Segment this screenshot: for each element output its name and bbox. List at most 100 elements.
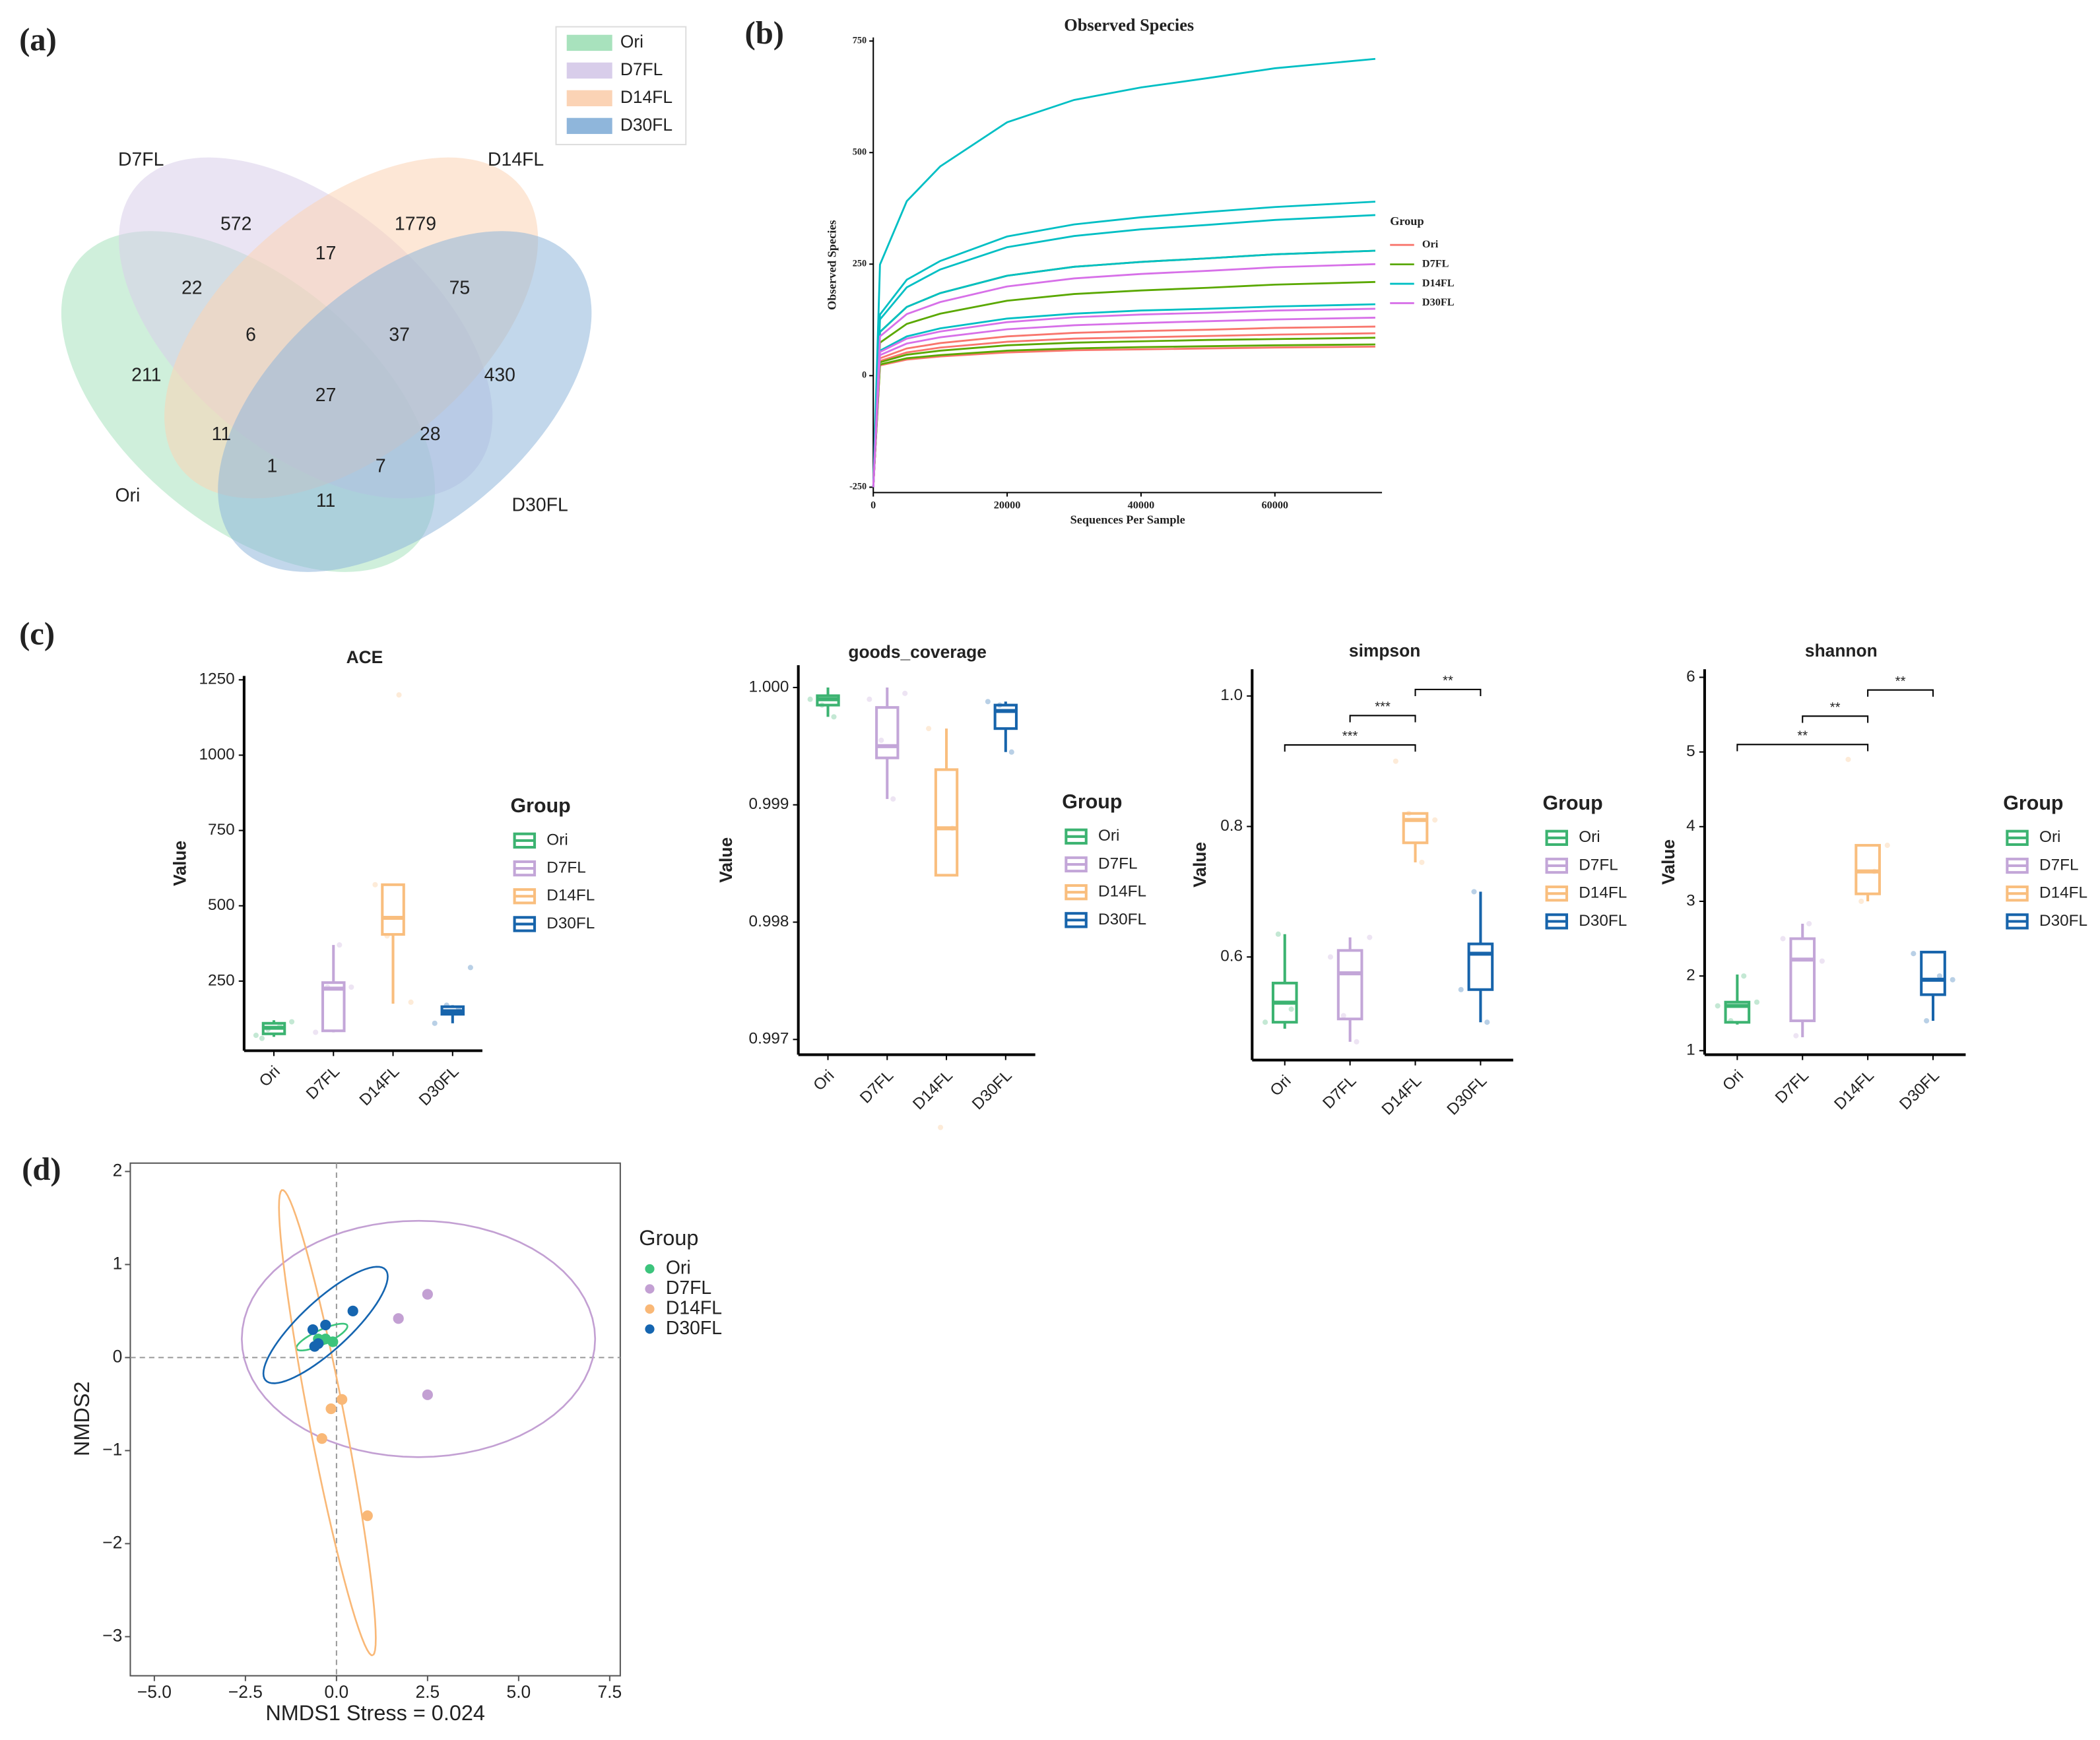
legend-title: Group	[1542, 792, 1602, 814]
data-point	[1728, 1017, 1734, 1024]
rarefaction-curve	[872, 325, 1375, 488]
box	[1467, 942, 1494, 991]
data-point	[1845, 756, 1851, 763]
x-tick-label: D30FL	[1896, 1067, 1943, 1114]
y-tick-label: 500	[853, 146, 867, 157]
data-point	[1458, 986, 1464, 992]
significance-label: **	[1443, 674, 1453, 688]
x-tick-label: 7.5	[598, 1682, 622, 1702]
legend-dot	[645, 1324, 655, 1334]
set-label: Ori	[115, 485, 140, 506]
data-point	[253, 1033, 259, 1039]
significance-bracket	[1349, 715, 1416, 723]
confidence-ellipse	[241, 1219, 597, 1458]
rarefaction-curve	[872, 343, 1375, 488]
panel-label: (b)	[745, 15, 785, 51]
x-tick-label: 5.0	[507, 1682, 531, 1702]
legend-label: D30FL	[1579, 912, 1627, 930]
y-tick-label: 1	[1686, 1041, 1695, 1059]
x-tick-label: Ori	[810, 1067, 837, 1095]
legend-label: D30FL	[546, 915, 595, 932]
data-point	[1819, 958, 1825, 964]
confidence-ellipse	[262, 1266, 389, 1384]
data-point	[408, 999, 414, 1005]
data-point	[1406, 810, 1412, 816]
y-tick-label: 0	[862, 370, 867, 381]
region-count: 22	[181, 278, 203, 299]
box	[321, 981, 346, 1033]
x-tick-label: D30FL	[1444, 1072, 1491, 1119]
x-tick-label: 2.5	[416, 1682, 440, 1702]
legend-label: Ori	[1579, 828, 1600, 846]
x-tick-label: 20000	[994, 499, 1021, 511]
significance-bracket	[1802, 715, 1869, 723]
y-axis-title: NMDS2	[70, 1381, 94, 1456]
data-point	[1419, 859, 1425, 865]
y-tick-label: 0.6	[1220, 948, 1243, 965]
y-tick-label: 1.000	[749, 678, 789, 695]
data-point	[867, 696, 872, 702]
x-tick-label: Ori	[256, 1062, 284, 1090]
y-tick-label: −2	[102, 1532, 122, 1552]
legend-label: Ori	[1098, 827, 1119, 845]
rarefaction-curve	[872, 317, 1375, 488]
x-tick-label: 0	[870, 499, 876, 511]
data-point	[289, 1019, 295, 1025]
region-count: 27	[315, 385, 337, 406]
legend-label: D7FL	[546, 858, 586, 876]
data-point	[1432, 817, 1438, 823]
data-point	[396, 692, 402, 698]
data-point	[259, 1035, 265, 1041]
data-point	[1263, 1019, 1268, 1025]
data-point	[1858, 898, 1864, 905]
y-tick-label: 1	[113, 1253, 123, 1273]
rarefaction-curve	[872, 332, 1375, 488]
legend-label: D30FL	[666, 1318, 722, 1339]
panel-label: (a)	[19, 22, 57, 57]
region-count: 1779	[395, 213, 436, 234]
legend-title: Group	[511, 794, 571, 817]
data-point	[432, 1020, 438, 1026]
data-point	[1924, 1017, 1930, 1024]
legend-swatch	[566, 90, 612, 107]
legend-label: Ori	[620, 32, 643, 51]
y-tick-label: 0	[113, 1346, 123, 1366]
y-tick-label: 3	[1686, 891, 1695, 909]
data-point	[831, 714, 837, 720]
data-point	[949, 825, 956, 831]
data-point	[1936, 973, 1942, 979]
box	[1789, 937, 1816, 1023]
significance-label: ***	[1375, 700, 1391, 715]
rarefaction-curve	[872, 337, 1375, 488]
data-point	[1754, 999, 1760, 1005]
rarefaction-curve	[872, 263, 1375, 488]
region-count: 11	[212, 424, 231, 445]
y-tick-label: 1.0	[1220, 686, 1243, 704]
y-axis-title: Observed Species	[826, 220, 839, 309]
rarefaction-curve	[872, 345, 1375, 488]
box	[381, 883, 405, 936]
y-tick-label: 500	[208, 896, 235, 914]
x-tick-label: D30FL	[416, 1062, 463, 1109]
rarefaction-curve	[872, 249, 1375, 488]
data-point	[1354, 1039, 1360, 1045]
data-point	[807, 696, 813, 702]
chart-title: goods_coverage	[848, 642, 987, 662]
y-tick-label: 2	[1686, 967, 1695, 984]
data-point	[313, 1029, 319, 1035]
legend-label: D7FL	[620, 59, 663, 79]
data-point	[372, 882, 378, 887]
data-point	[1367, 934, 1373, 940]
region-count: 572	[220, 213, 251, 234]
y-tick-label: 1250	[199, 670, 235, 688]
data-point	[1471, 889, 1477, 895]
data-point	[348, 984, 354, 990]
rarefaction-curve	[872, 280, 1375, 488]
legend-label: D30FL	[2039, 912, 2087, 930]
y-tick-label: -250	[849, 482, 867, 492]
legend-label: D7FL	[1098, 854, 1138, 872]
chart-title: ACE	[346, 647, 383, 667]
data-point	[985, 699, 991, 705]
